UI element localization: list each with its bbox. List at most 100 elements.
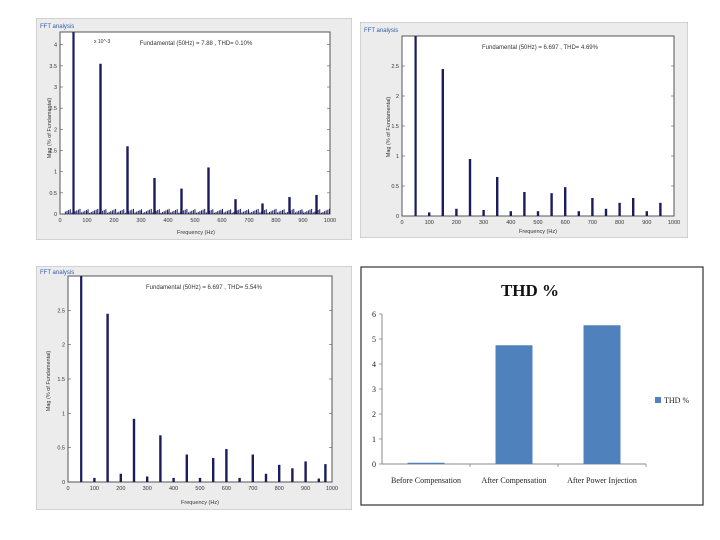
fft-noise-bar [144, 211, 146, 214]
fft-bar [288, 197, 291, 214]
fft-noise-bar [328, 208, 330, 214]
fft-bar [591, 198, 594, 216]
fft-noise-bar [150, 208, 152, 214]
fft-y-label: Mag (% of Fundamental) [386, 97, 392, 158]
fft-x-tick-label: 300 [143, 486, 152, 492]
thd-bar [583, 325, 621, 464]
fft-panel-2: FFT analysis Fundamental (50Hz) = 6.697 … [359, 21, 689, 239]
fft-noise-bar [124, 212, 126, 214]
fft-window-title: FFT analysis [364, 28, 398, 34]
fft-y-tick-label: 0 [62, 480, 65, 486]
fft-noise-bar [170, 212, 172, 214]
fft-noise-bar [82, 211, 84, 214]
fft-y-tick-label: 2.5 [57, 308, 65, 314]
fft-noise-bar [225, 211, 227, 214]
fft-y-tick-label: 0 [396, 214, 399, 220]
fft-noise-bar [194, 209, 196, 214]
fft-chart-3: FFT analysis Fundamental (50Hz) = 6.697 … [35, 265, 353, 511]
fft-noise-bar [304, 211, 306, 214]
thd-chart-panel: THD % 0 1 2 3 4 5 6 Before Compensation After C… [360, 266, 704, 506]
fft-y-tick-label: 2.5 [49, 106, 57, 112]
fft-noise-bar [273, 209, 275, 214]
fft-x-tick-label: 1000 [324, 218, 336, 224]
fft-noise-bar [145, 211, 147, 214]
fft-y-tick-label: 1 [396, 154, 399, 160]
fft-bar [482, 210, 485, 216]
fft-noise-bar [320, 212, 322, 214]
fft-x-tick-label: 0 [400, 220, 403, 226]
fft-x-tick-label: 500 [533, 220, 542, 226]
fft-noise-bar [213, 212, 215, 214]
fft-noise-bar [200, 210, 202, 214]
fft-y-ticks: 0 0.5 1 1.5 2 2.5 3 3.5 4 [49, 43, 330, 218]
fft-x-tick-label: 100 [82, 218, 91, 224]
fft-noise-bar [280, 210, 282, 214]
fft-noise-bar [223, 212, 225, 214]
fft-noise-bar [132, 208, 134, 214]
fft-x-tick-label: 500 [195, 486, 204, 492]
fft-x-tick-label: 200 [109, 218, 118, 224]
fft-noise-bar [107, 212, 109, 214]
fft-noise-bar [298, 210, 300, 214]
fft-x-tick-label: 700 [588, 220, 597, 226]
fft-bar [536, 211, 540, 216]
fft-x-tick-label: 300 [136, 218, 145, 224]
fft-noise-bar [166, 209, 168, 214]
fft-noise-bar [192, 210, 194, 214]
fft-noise-bar [322, 211, 324, 214]
fft-noise-bar [306, 211, 308, 214]
fft-bar [317, 478, 320, 482]
fft-noise-bar [317, 210, 319, 214]
fft-bar [564, 187, 567, 216]
fft-y-tick-label: 1.5 [57, 377, 65, 383]
fft-subtitle: Fundamental (50Hz) = 7.88 , THD= 0.10% [140, 41, 253, 47]
fft-bar [119, 473, 122, 482]
fft-panel-1: FFT analysis Fundamental (50Hz) = 7.88 ,… [35, 17, 353, 241]
thd-y-tick-label: 1 [372, 435, 376, 444]
fft-bar [225, 449, 228, 482]
fft-noise-bar [220, 209, 222, 214]
fft-noise-bar [283, 209, 285, 214]
fft-bar [146, 476, 149, 482]
fft-noise-bar [85, 210, 87, 214]
fft-x-tick-label: 900 [301, 486, 310, 492]
fft-bar [604, 208, 608, 216]
fft-noise-bar [94, 210, 96, 214]
fft-noise-bar [74, 211, 76, 214]
fft-noise-bar [293, 208, 295, 214]
fft-noise-bar [162, 211, 164, 214]
fft-noise-bar [291, 209, 293, 214]
fft-bar [324, 464, 327, 482]
fft-bar [126, 146, 129, 214]
fft-noise-bar [247, 209, 249, 214]
fft-noise-bar [243, 211, 245, 214]
fft-noise-bar [325, 210, 327, 214]
fft-noise-bar [199, 211, 201, 214]
fft-noise-bar [257, 208, 259, 214]
fft-noise-bar [142, 212, 144, 214]
fft-bars [80, 276, 327, 482]
fft-y-tick-label: 1 [62, 411, 65, 417]
fft-noise-bar [314, 211, 316, 214]
fft-x-tick-label: 400 [163, 218, 172, 224]
fft-bar [468, 159, 472, 216]
fft-noise-bar [191, 210, 193, 214]
fft-x-label: Frequency (Hz) [177, 230, 215, 236]
fft-noise-bar [115, 208, 117, 214]
fft-y-ticks: 0 0.5 1 1.5 2 2.5 [57, 308, 332, 486]
fft-noise-bar [254, 210, 256, 214]
fft-bar [428, 212, 431, 216]
fft-y-tick-label: 2 [62, 343, 65, 349]
thd-legend: THD % [655, 396, 689, 405]
fft-bar [632, 198, 635, 216]
fft-noise-bar [204, 208, 206, 214]
fft-noise-bar [222, 208, 224, 214]
thd-y-tick-label: 3 [372, 385, 376, 394]
fft-bar [80, 276, 83, 482]
fft-x-tick-label: 600 [561, 220, 570, 226]
thd-category-label: Before Compensation [391, 476, 461, 485]
fft-y-tick-label: 3.5 [49, 64, 57, 70]
fft-x-tick-label: 900 [298, 218, 307, 224]
fft-noise-bar [137, 210, 139, 214]
fft-subtitle: Fundamental (50Hz) = 6.697 , THD= 5.54% [146, 285, 263, 291]
